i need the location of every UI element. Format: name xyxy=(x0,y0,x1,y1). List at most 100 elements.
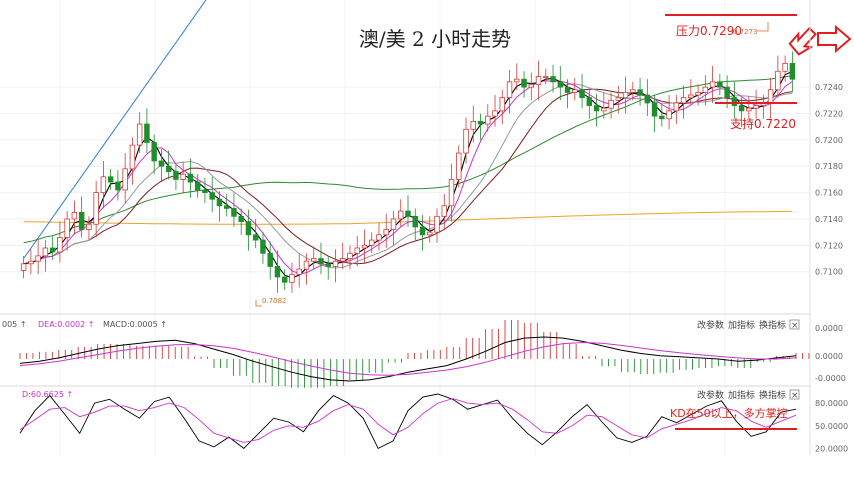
candle-down xyxy=(789,62,796,80)
kd-params-button[interactable]: 改参数 xyxy=(697,389,724,401)
candle-up xyxy=(57,237,63,253)
price-tick-label: 0.7240 xyxy=(815,83,843,92)
candle-up xyxy=(630,89,636,93)
candle-down xyxy=(281,276,288,283)
candle-up xyxy=(296,268,302,275)
candle-down xyxy=(238,215,244,223)
candle-down xyxy=(405,210,411,217)
support-label: 支持0.7220 xyxy=(730,116,796,131)
price-tick-label: 0.7120 xyxy=(815,241,843,250)
candlesticks xyxy=(20,51,796,293)
kd-close-icon: × xyxy=(791,391,799,401)
candle-up xyxy=(42,247,49,257)
candle-down xyxy=(412,215,418,228)
candle-up xyxy=(680,97,687,104)
candle-up xyxy=(340,258,346,262)
kd-switch-indicator-button[interactable]: 换指标 xyxy=(759,389,786,401)
candle-down xyxy=(738,105,745,112)
ma-10-line xyxy=(23,83,793,269)
macd-close-button[interactable] xyxy=(789,319,800,330)
price-tick-label: 0.7220 xyxy=(815,109,843,118)
candle-up xyxy=(499,97,506,112)
candle-up xyxy=(782,62,788,72)
kd-tick-label: 80.0000 xyxy=(815,399,848,408)
kd-note: KD在50以上，多方掌控 xyxy=(670,406,788,420)
candle-up xyxy=(369,239,375,246)
candle-up xyxy=(506,81,513,99)
candle-up xyxy=(390,218,397,230)
macd-close-icon: × xyxy=(791,321,799,331)
candle-up xyxy=(456,152,462,180)
candle-down xyxy=(586,97,593,106)
candle-down xyxy=(187,173,194,183)
macd-dif-line xyxy=(19,336,797,382)
candle-down xyxy=(151,142,157,162)
candle-up xyxy=(180,173,186,180)
candle-up xyxy=(35,255,41,262)
candle-up xyxy=(463,128,469,154)
candle-down xyxy=(165,165,172,172)
candle-down xyxy=(717,81,723,88)
kd-add-indicator-button[interactable]: 加指标 xyxy=(728,389,755,401)
macd-params-button[interactable]: 改参数 xyxy=(697,319,724,331)
candle-up xyxy=(100,176,107,194)
candle-down xyxy=(325,263,331,267)
kd-tick-label: 20.0000 xyxy=(815,444,848,453)
macd-tick-label: -0.0000 xyxy=(815,374,846,383)
macd-switch-indicator-button[interactable]: 换指标 xyxy=(759,319,786,331)
candle-up xyxy=(702,86,709,93)
candle-up xyxy=(514,78,520,83)
candle-up xyxy=(448,179,455,207)
candle-up xyxy=(572,89,578,93)
kd-d-line xyxy=(19,398,797,443)
candle-up xyxy=(20,263,27,271)
candle-up xyxy=(71,211,78,220)
candle-up xyxy=(535,76,542,85)
price-tick-label: 0.7100 xyxy=(815,268,843,277)
candle-up xyxy=(303,260,310,270)
candle-up xyxy=(622,91,629,99)
low-tag-pointer xyxy=(255,300,262,307)
candle-up xyxy=(709,81,716,88)
candle-down xyxy=(644,94,651,104)
candle-down xyxy=(173,171,179,180)
candle-up xyxy=(543,76,549,78)
candle-down xyxy=(223,205,230,209)
candle-down xyxy=(252,234,259,241)
candle-up xyxy=(688,94,694,99)
candle-down xyxy=(579,89,585,99)
candle-up xyxy=(28,260,34,265)
right-arrow-icon[interactable] xyxy=(817,24,852,54)
candle-down xyxy=(318,258,324,265)
candle-down xyxy=(419,226,426,236)
macd-legend-dea: DEA:0.0002 ↑ xyxy=(38,320,94,329)
macd-dea-line xyxy=(19,341,797,376)
kd-close-button[interactable] xyxy=(789,389,800,400)
macd-legend-prefix: 005 ↑ xyxy=(2,320,27,329)
candle-up xyxy=(136,123,143,146)
candle-down xyxy=(731,97,738,106)
candle-up xyxy=(441,205,447,217)
price-tick-label: 0.7180 xyxy=(815,162,843,171)
up-arrow-icon xyxy=(788,26,817,56)
price-tick-label: 0.7200 xyxy=(815,136,843,145)
macd-legend-macd: MACD:0.0005 ↑ xyxy=(103,320,167,329)
candle-down xyxy=(78,211,85,230)
price-axis: 0.7240 0.7220 0.7200 0.7180 0.7160 0.7140 0.71… xyxy=(815,83,843,277)
candle-down xyxy=(557,81,564,88)
candle-up xyxy=(601,107,607,112)
candle-up xyxy=(427,231,433,236)
candle-up xyxy=(775,70,781,91)
macd-tick-label: 0.0000 xyxy=(815,324,843,333)
macd-add-indicator-button[interactable]: 加指标 xyxy=(728,319,755,331)
high-tag-pointer xyxy=(757,22,769,32)
candle-down xyxy=(144,123,150,143)
candle-down xyxy=(477,120,484,125)
candle-up xyxy=(122,168,128,191)
candle-up xyxy=(767,89,774,104)
candle-down xyxy=(659,115,665,120)
candle-down xyxy=(521,78,527,88)
ma-120-line xyxy=(23,0,207,259)
candle-up xyxy=(289,273,295,283)
